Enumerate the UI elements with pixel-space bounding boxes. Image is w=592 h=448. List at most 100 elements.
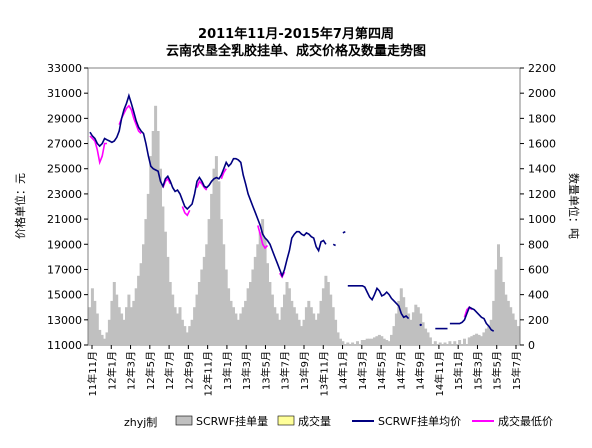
right-tick-label-2: 400 — [528, 289, 549, 302]
volume-bar-84 — [292, 307, 296, 345]
volume-bar-151 — [484, 328, 488, 345]
volume-bar-145 — [470, 336, 474, 345]
volume-bar-91 — [309, 307, 313, 345]
right-axis-ticks: 0 200 400 600 800 1000 1200 1400 1600 1800 2000 220… — [520, 62, 556, 352]
volume-bar-39 — [183, 326, 187, 345]
left-tick-label-11: 33000 — [47, 62, 82, 75]
left-tick-label-6: 23000 — [47, 188, 82, 201]
volume-bar-133 — [421, 322, 425, 345]
volume-bar-150 — [482, 332, 486, 345]
volume-bar-129 — [411, 312, 415, 345]
right-tick-label-8: 1600 — [528, 138, 556, 151]
volume-bar-53 — [217, 181, 221, 345]
low-price-line-segment-5 — [220, 168, 227, 180]
volume-bar-73 — [266, 263, 269, 345]
volume-bar-156 — [497, 244, 500, 345]
volume-bar-130 — [414, 304, 418, 345]
low-price-line-segment-6 — [257, 225, 269, 250]
volume-bar-95 — [319, 300, 323, 345]
volume-bar-43 — [193, 307, 197, 345]
volume-bar-108 — [360, 340, 364, 345]
avg-price-line-segment-3 — [347, 284, 410, 320]
volume-bar-69 — [256, 244, 260, 345]
x-tick-label-1: 12年1月 — [105, 351, 118, 390]
x-tick-label-14: 14年3月 — [356, 351, 369, 390]
x-tick-label-5: 12年9月 — [182, 351, 195, 390]
left-tick-label-10: 31000 — [47, 87, 82, 100]
legend-label-0: SCRWF挂单量 — [196, 414, 268, 428]
chart-title: 2011年11月-2015年7月第四周 — [198, 26, 394, 42]
volume-bar-7 — [105, 332, 109, 345]
left-tick-label-2: 15000 — [47, 289, 82, 302]
left-tick-label-4: 19000 — [47, 238, 82, 251]
volume-bar-152 — [487, 326, 491, 345]
volume-bar-112 — [370, 338, 374, 345]
legend-swatch-1 — [277, 415, 295, 426]
volume-bar-28 — [156, 131, 160, 345]
volume-bar-107 — [356, 341, 359, 345]
volume-bar-85 — [295, 313, 299, 345]
volume-bar-23 — [144, 219, 148, 345]
volume-bar-40 — [185, 332, 189, 345]
volume-bar-0 — [88, 307, 92, 345]
left-axis-ticks: 11000 13000 15000 17000 19000 21000 23000 25000… — [47, 62, 88, 352]
x-tick-label-22: 15年7月 — [510, 351, 523, 390]
left-tick-label-5: 21000 — [47, 213, 82, 226]
volume-bar-67 — [251, 269, 255, 345]
legend-label-2: SCRWF挂单均价 — [378, 414, 461, 428]
volume-bar-113 — [373, 337, 376, 345]
x-tick-label-12: 13年11月 — [317, 351, 330, 396]
volume-bar-54 — [219, 219, 223, 345]
volume-bar-52 — [214, 156, 218, 345]
volume-bar-110 — [365, 338, 369, 345]
volume-bar-9 — [110, 300, 114, 345]
volume-bar-142 — [458, 340, 462, 345]
volume-bar-146 — [472, 334, 476, 345]
right-tick-label-9: 1800 — [528, 112, 556, 125]
x-tick-label-13: 14年1月 — [337, 351, 350, 390]
left-tick-label-7: 25000 — [47, 163, 82, 176]
volume-bar-87 — [300, 326, 304, 345]
avg-price-line-segment-2 — [342, 230, 346, 234]
volume-bar-89 — [304, 307, 308, 345]
volume-bar-92 — [312, 313, 316, 345]
left-tick-label-8: 27000 — [47, 138, 82, 151]
right-tick-label-6: 1200 — [528, 188, 556, 201]
volume-bar-44 — [195, 294, 199, 345]
volume-bar-135 — [426, 332, 430, 345]
volume-bar-98 — [326, 282, 330, 345]
volume-bar-49 — [207, 219, 211, 345]
volume-bars — [88, 105, 520, 346]
volume-bar-144 — [467, 337, 471, 345]
x-tick-label-9: 13年5月 — [260, 351, 273, 390]
volume-bar-101 — [334, 319, 338, 345]
x-tick-label-15: 14年5月 — [375, 351, 388, 390]
volume-bar-45 — [197, 282, 201, 345]
volume-bar-15 — [125, 307, 128, 345]
volume-bar-60 — [234, 313, 238, 345]
volume-bar-139 — [443, 342, 447, 345]
right-tick-label-11: 2200 — [528, 62, 556, 75]
volume-bar-128 — [409, 319, 413, 345]
x-tick-label-16: 14年7月 — [394, 351, 407, 390]
volume-bar-88 — [302, 319, 306, 345]
volume-bar-158 — [501, 282, 505, 345]
x-tick-label-11: 13年9月 — [298, 351, 311, 390]
volume-bar-100 — [331, 307, 335, 345]
volume-bar-104 — [341, 341, 345, 345]
low-price-line-segment-4 — [196, 179, 208, 191]
volume-bar-58 — [229, 300, 233, 345]
volume-bar-116 — [380, 336, 384, 345]
volume-bar-153 — [489, 319, 493, 345]
volume-bar-132 — [419, 313, 423, 345]
volume-bar-149 — [480, 336, 483, 345]
volume-bar-57 — [227, 288, 231, 345]
volume-bar-93 — [314, 319, 318, 345]
x-tick-label-7: 13年1月 — [221, 351, 234, 390]
volume-bar-35 — [173, 307, 177, 345]
volume-bar-46 — [200, 269, 204, 345]
volume-bar-24 — [146, 193, 150, 345]
volume-bar-42 — [190, 319, 194, 345]
volume-bar-76 — [273, 307, 277, 345]
